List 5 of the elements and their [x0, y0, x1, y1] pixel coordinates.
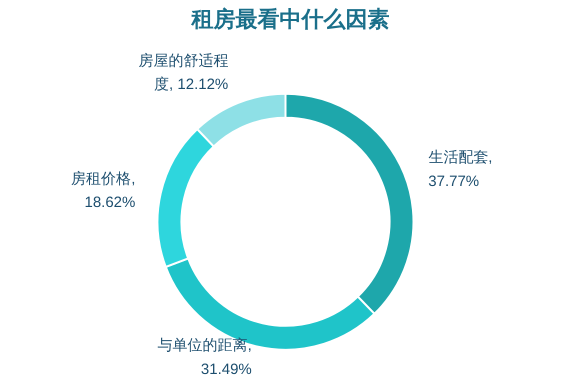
data-label: 与单位的距离, 31.49%	[158, 337, 252, 378]
chart-title: 租房最看中什么因素	[190, 6, 390, 32]
data-label: 房屋的舒适程度, 12.12%	[138, 52, 228, 94]
data-label: 房租价格, 18.62%	[71, 170, 136, 212]
data-label: 生活配套, 37.77%	[428, 149, 492, 190]
